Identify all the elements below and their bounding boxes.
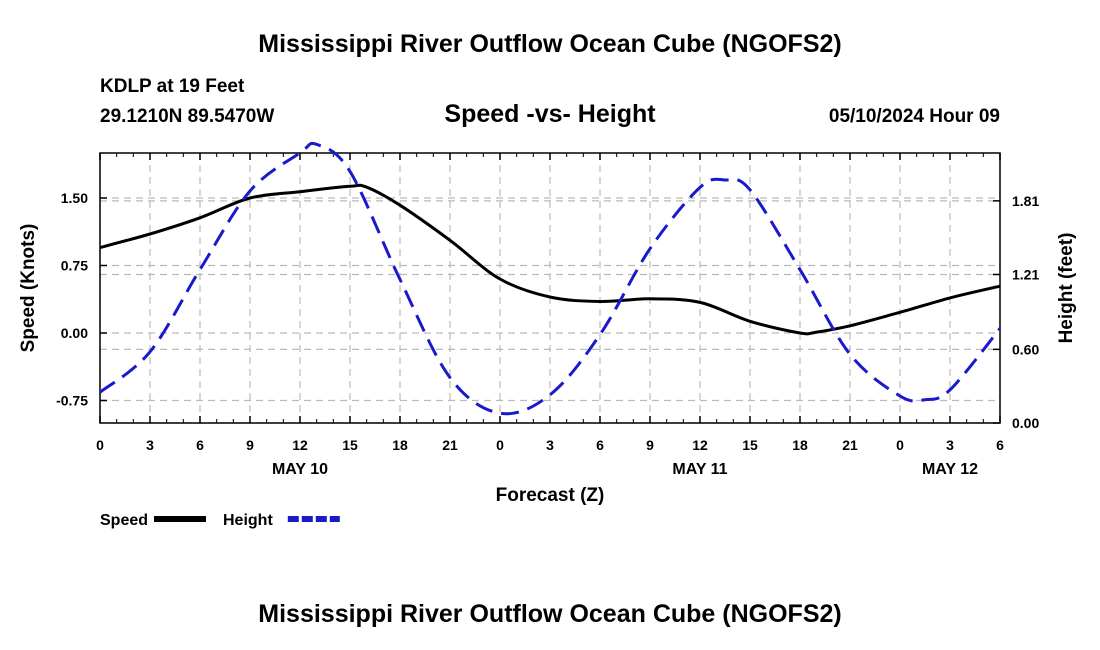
x-tick-label: 21 [842, 437, 858, 453]
legend-label-speed: Speed [100, 512, 148, 529]
x-tick-label: 9 [246, 437, 254, 453]
right-tick-label: 0.00 [1012, 415, 1039, 431]
x-axis-title: Forecast (Z) [496, 485, 605, 506]
x-tick-label: 21 [442, 437, 458, 453]
chart-subtitle: Speed -vs- Height [444, 100, 656, 128]
station-label: KDLP at 19 Feet [100, 76, 245, 97]
right-tick-label: 0.60 [1012, 341, 1039, 357]
date-label: MAY 12 [922, 461, 978, 478]
x-tick-label: 3 [146, 437, 154, 453]
forecast-datetime: 05/10/2024 Hour 09 [828, 106, 1000, 127]
left-tick-label: 0.00 [61, 325, 88, 341]
x-tick-label: 18 [792, 437, 808, 453]
left-tick-label: 0.75 [61, 258, 88, 274]
x-tick-label: 15 [742, 437, 758, 453]
speed-height-chart: 0 3 6 9 12 15 18 21 0 3 6 9 12 15 18 21 0 3 6 MAY 10 MAY 11 M… [18, 141, 1077, 529]
footer-title: Mississippi River Outflow Ocean Cube (NG… [258, 600, 842, 628]
x-tick-label: 0 [96, 437, 104, 453]
x-tick-label: 15 [342, 437, 358, 453]
left-tick-label: -0.75 [56, 393, 88, 409]
x-tick-label: 9 [646, 437, 654, 453]
date-label: MAY 11 [672, 461, 727, 478]
legend-label-height: Height [223, 512, 273, 529]
date-label: MAY 10 [272, 461, 328, 478]
x-tick-label: 3 [946, 437, 954, 453]
x-tick-label: 6 [996, 437, 1004, 453]
x-tick-label: 3 [546, 437, 554, 453]
coordinates-label: 29.1210N 89.5470W [100, 106, 275, 127]
x-tick-label: 6 [196, 437, 204, 453]
x-tick-label: 18 [392, 437, 408, 453]
chart-title: Mississippi River Outflow Ocean Cube (NG… [258, 30, 842, 58]
right-axis-title: Height (feet) [1056, 233, 1077, 344]
left-axis-title: Speed (Knots) [18, 224, 39, 353]
series-line-height [99, 141, 1002, 416]
x-tick-label: 0 [496, 437, 504, 453]
right-tick-label: 1.81 [1012, 193, 1039, 209]
x-tick-label: 12 [292, 437, 308, 453]
left-tick-label: 1.50 [61, 190, 88, 206]
x-tick-label: 12 [692, 437, 708, 453]
x-tick-label: 6 [596, 437, 604, 453]
x-tick-label: 0 [896, 437, 904, 453]
right-tick-label: 1.21 [1012, 267, 1039, 283]
series-line-speed [99, 183, 1001, 336]
